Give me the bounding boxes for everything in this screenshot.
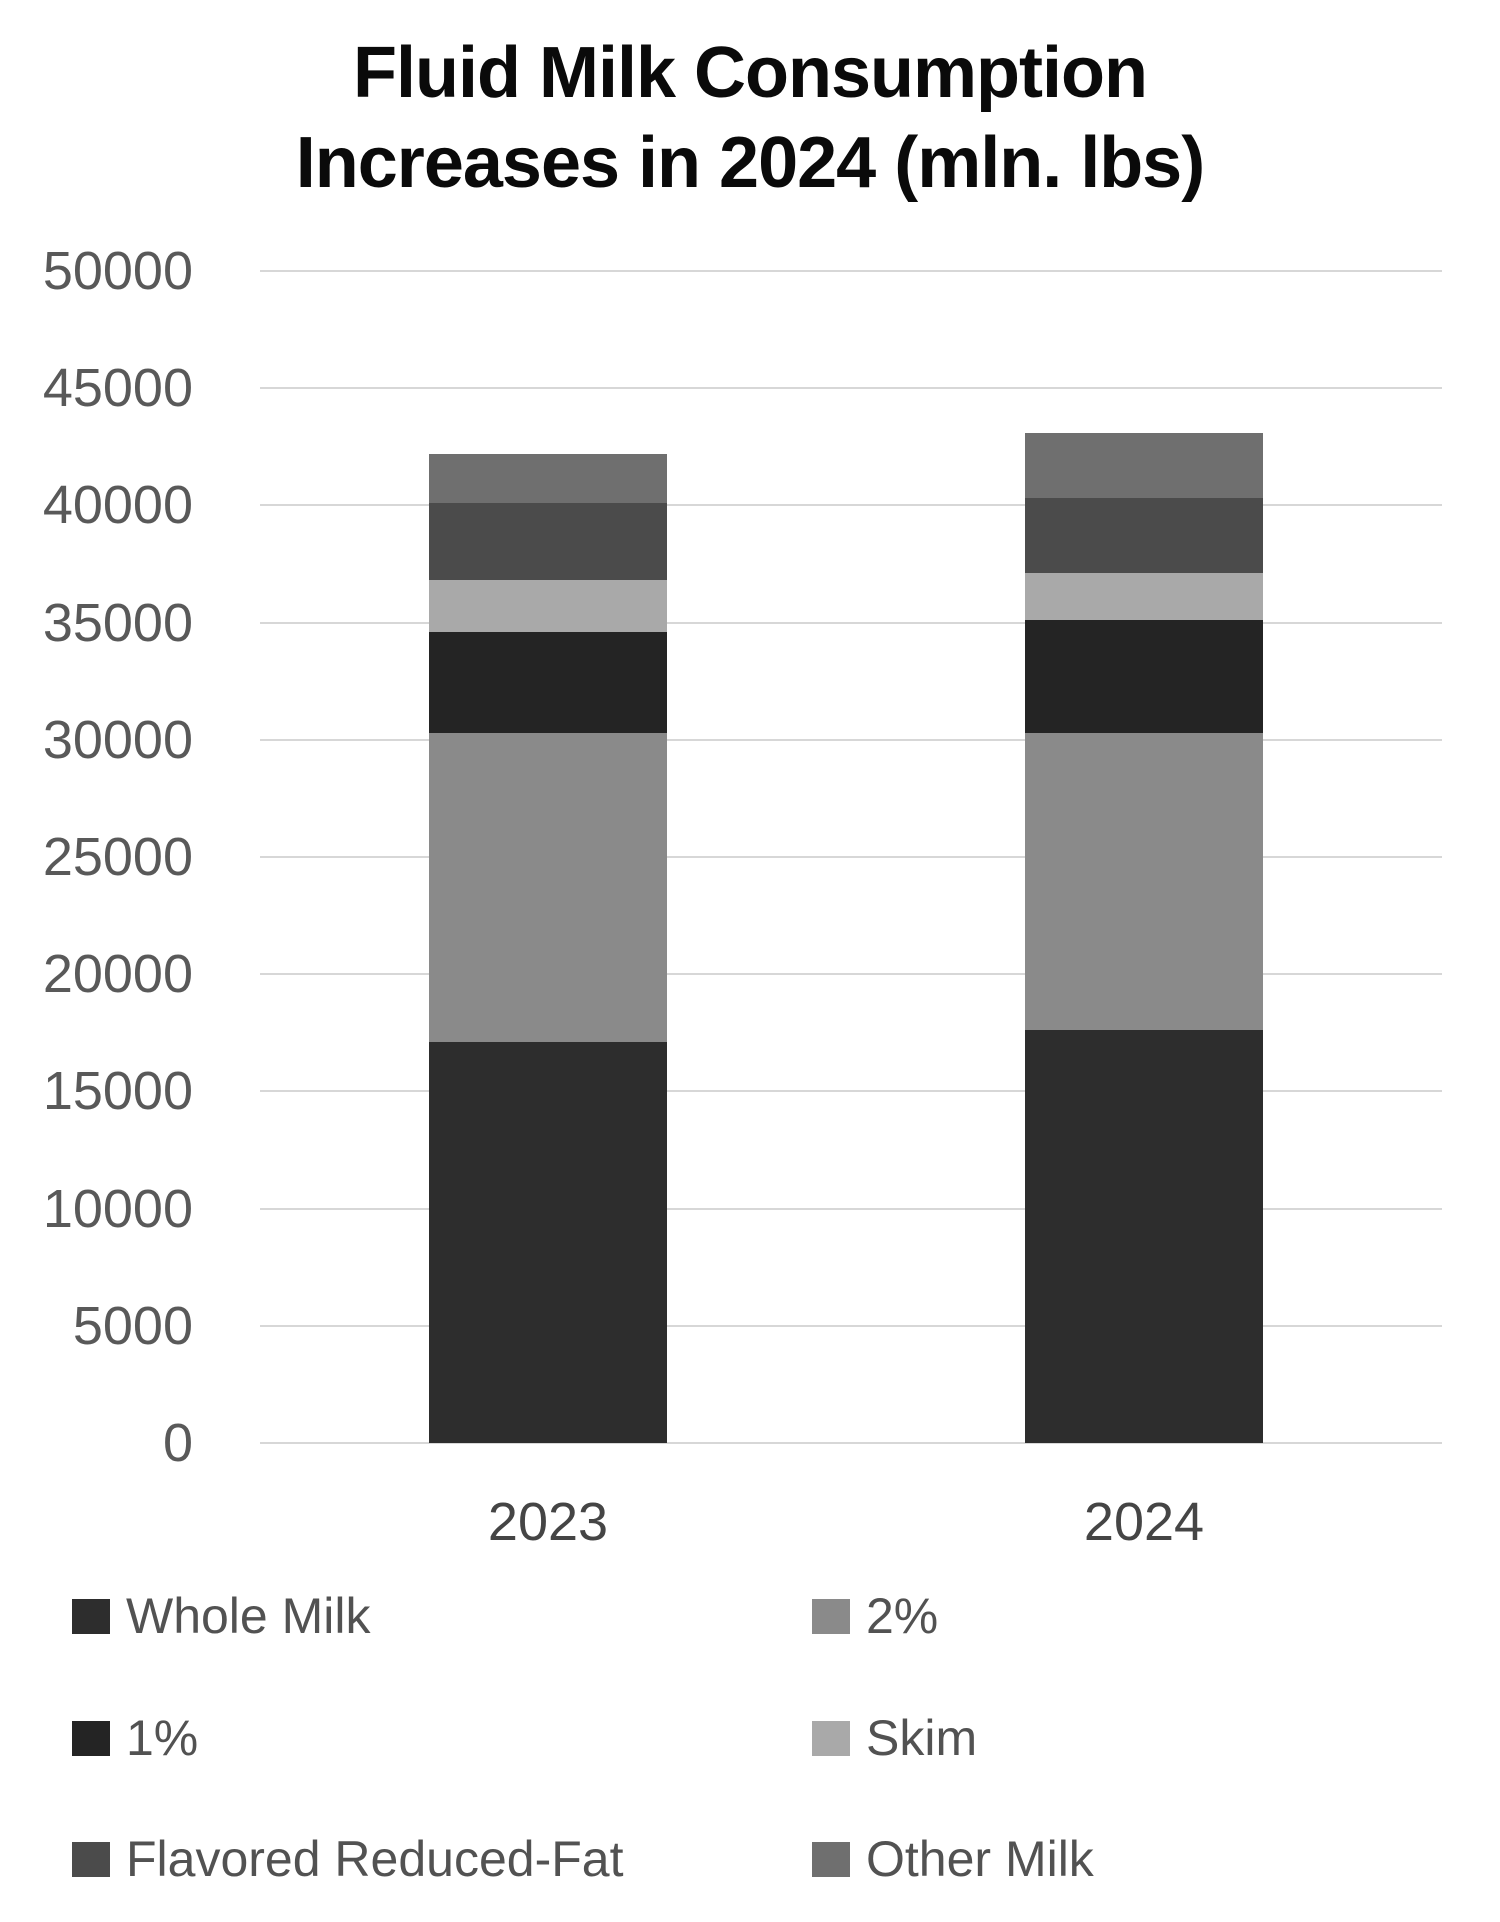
- bar-2024-segment-1-: [1025, 620, 1263, 733]
- gridline-35000: [260, 621, 1442, 624]
- chart-title-line-2: Increases in 2024 (mln. lbs): [295, 123, 1205, 203]
- gridline-5000: [260, 1324, 1442, 1327]
- y-axis-tick-label: 15000: [42, 1061, 193, 1122]
- x-axis-label-2023: 2023: [487, 1492, 609, 1552]
- bar-2024-segment-skim: [1025, 573, 1263, 621]
- legend-item-1-: 1%: [72, 1710, 198, 1766]
- legend-swatch-icon: [72, 1598, 110, 1634]
- x-axis-label-2024: 2024: [1083, 1492, 1205, 1552]
- legend-item-whole-milk: Whole Milk: [72, 1588, 370, 1644]
- legend-label: Flavored Reduced-Fat: [126, 1831, 624, 1887]
- chart-title: Fluid Milk Consumption Increases in 2024…: [0, 28, 1500, 208]
- legend-item-flavored-reduced-fat: Flavored Reduced-Fat: [72, 1831, 623, 1887]
- legend-item-skim: Skim: [812, 1710, 977, 1766]
- bar-2023-segment-2-: [429, 732, 667, 1043]
- bar-2023-segment-other-milk: [429, 453, 667, 504]
- bar-2023-segment-whole-milk: [429, 1042, 667, 1443]
- legend-label: 2%: [866, 1588, 939, 1644]
- y-axis-tick-label: 35000: [42, 592, 193, 653]
- y-axis-tick-label: 10000: [42, 1178, 193, 1239]
- y-axis-tick-label: 25000: [42, 827, 193, 887]
- bar-2024-segment-other-milk: [1025, 432, 1263, 499]
- legend-label: 1%: [126, 1710, 199, 1766]
- y-axis-tick-label: 0: [162, 1413, 193, 1473]
- legend-swatch-icon: [812, 1720, 850, 1756]
- y-axis-tick-label: 30000: [42, 709, 193, 770]
- chart-title-line-1: Fluid Milk Consumption: [353, 33, 1148, 113]
- legend-swatch-icon: [72, 1720, 110, 1756]
- legend-label: Other Milk: [866, 1831, 1094, 1887]
- y-axis-tick-label: 20000: [42, 944, 193, 1005]
- legend-label: Skim: [866, 1710, 978, 1766]
- legend-item-2-: 2%: [812, 1588, 938, 1644]
- y-axis-tick-label: 40000: [42, 475, 193, 536]
- bar-2024-segment-2-: [1025, 732, 1263, 1031]
- gridline-10000: [260, 1207, 1442, 1210]
- gridline-30000: [260, 738, 1442, 741]
- gridline-20000: [260, 973, 1442, 976]
- y-axis-tick-label: 50000: [42, 241, 193, 301]
- gridline-50000: [260, 270, 1442, 272]
- bar-2024-segment-flavored-reduced-fat: [1025, 498, 1263, 574]
- bar-2023-segment-flavored-reduced-fat: [429, 503, 667, 581]
- gridline-45000: [260, 387, 1442, 390]
- bar-2024-segment-whole-milk: [1025, 1030, 1263, 1443]
- gridline-0: [260, 1442, 1442, 1444]
- bar-2023-segment-skim: [429, 580, 667, 632]
- legend-swatch-icon: [812, 1841, 850, 1877]
- legend-swatch-icon: [72, 1841, 110, 1877]
- y-axis-tick-label: 5000: [72, 1295, 193, 1356]
- legend-label: Whole Milk: [126, 1588, 371, 1644]
- legend-swatch-icon: [812, 1598, 850, 1634]
- legend-item-other-milk: Other Milk: [812, 1831, 1094, 1887]
- bar-2023-segment-1-: [429, 631, 667, 733]
- gridline-15000: [260, 1090, 1442, 1093]
- gridline-40000: [260, 504, 1442, 507]
- gridline-25000: [260, 856, 1442, 858]
- y-axis-tick-label: 45000: [42, 358, 193, 419]
